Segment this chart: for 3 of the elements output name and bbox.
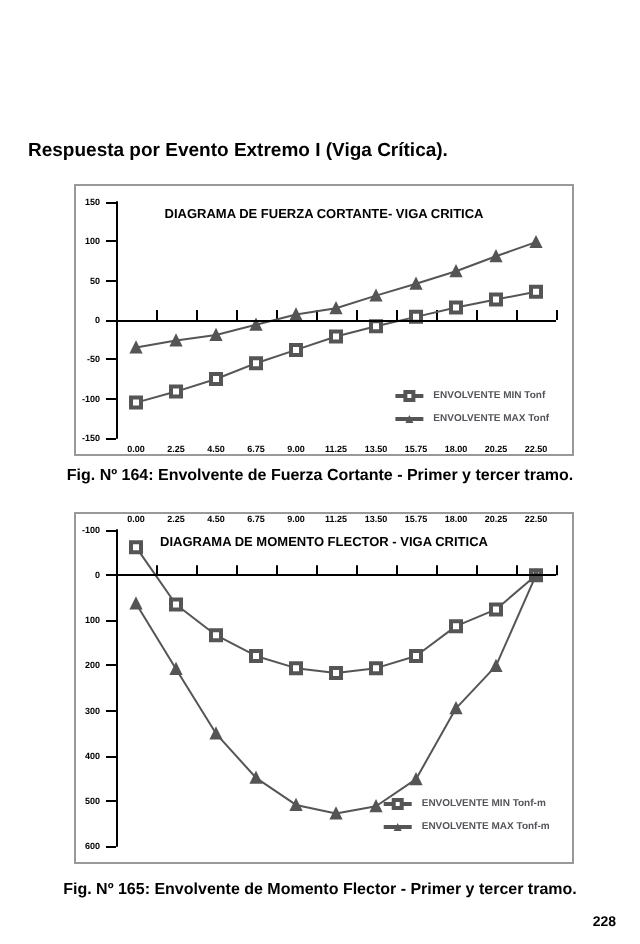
text: Fig. Nº 164: Envolvente de Fuerza Cortante - Primer y tercer tramo. xyxy=(64,466,576,484)
text: Respuesta por Evento Extremo I (Viga Crítica). xyxy=(28,140,448,162)
text: Fig. Nº 165: Envolvente de Momento Flector - Primer y tercer tramo. xyxy=(61,880,579,898)
